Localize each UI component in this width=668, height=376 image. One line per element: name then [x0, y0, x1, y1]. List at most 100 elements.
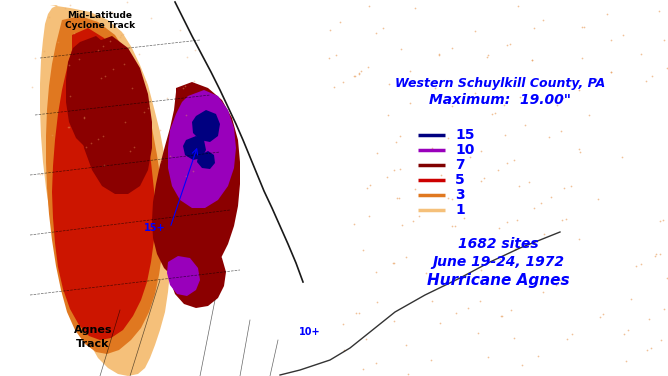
Point: [536, 200, 546, 206]
Point: [362, 185, 373, 191]
Point: [363, 64, 373, 70]
Point: [537, 289, 548, 295]
Polygon shape: [52, 28, 155, 340]
Point: [64, 2, 75, 8]
Point: [443, 195, 454, 201]
Point: [372, 150, 383, 156]
Point: [178, 85, 189, 91]
Point: [558, 185, 569, 191]
Text: Cyclone Track: Cyclone Track: [65, 21, 135, 30]
Point: [546, 194, 556, 200]
Point: [558, 96, 568, 102]
Point: [337, 321, 348, 327]
Point: [396, 46, 407, 52]
Text: 7: 7: [455, 158, 465, 172]
Point: [473, 330, 484, 336]
Polygon shape: [183, 136, 206, 160]
Point: [382, 112, 393, 118]
Point: [647, 73, 658, 79]
Point: [526, 56, 537, 62]
Text: Maximum:  19.00": Maximum: 19.00": [429, 93, 571, 107]
Point: [641, 78, 652, 84]
Point: [92, 47, 103, 53]
Point: [79, 115, 90, 121]
Point: [423, 208, 434, 214]
Text: 1682 sites: 1682 sites: [458, 237, 538, 251]
Point: [401, 342, 411, 348]
Point: [91, 17, 102, 23]
Point: [653, 8, 664, 14]
Point: [388, 167, 399, 173]
Point: [387, 259, 398, 265]
Point: [621, 358, 631, 364]
Point: [410, 186, 421, 192]
Point: [595, 314, 605, 320]
Point: [358, 366, 369, 372]
Point: [510, 246, 520, 252]
Text: June 19-24, 1972: June 19-24, 1972: [432, 255, 564, 269]
Point: [189, 78, 200, 84]
Point: [44, 14, 55, 20]
Point: [512, 217, 522, 223]
Point: [636, 261, 647, 267]
Text: 3: 3: [455, 188, 465, 202]
Polygon shape: [192, 110, 220, 142]
Point: [140, 78, 150, 84]
Point: [145, 15, 156, 21]
Point: [492, 167, 503, 173]
Point: [573, 236, 584, 242]
Point: [104, 38, 115, 44]
Point: [126, 85, 137, 91]
Point: [53, 39, 63, 45]
Point: [350, 310, 361, 316]
Point: [502, 42, 512, 48]
Point: [120, 118, 130, 124]
Point: [334, 20, 345, 26]
Polygon shape: [80, 36, 152, 194]
Point: [164, 153, 175, 159]
Point: [188, 168, 198, 174]
Point: [155, 159, 166, 165]
Point: [574, 88, 584, 94]
Point: [509, 335, 520, 341]
Point: [98, 42, 108, 49]
Point: [180, 112, 191, 118]
Point: [551, 282, 562, 288]
Point: [476, 148, 486, 154]
Point: [421, 270, 432, 276]
Point: [407, 218, 418, 224]
Point: [551, 102, 562, 108]
Point: [190, 47, 200, 53]
Point: [389, 317, 399, 323]
Point: [555, 277, 566, 283]
Text: 1: 1: [455, 203, 465, 217]
Point: [138, 109, 149, 115]
Point: [451, 309, 462, 315]
Point: [397, 222, 407, 228]
Point: [584, 112, 595, 118]
Point: [38, 48, 49, 54]
Point: [598, 311, 609, 317]
Point: [476, 178, 487, 184]
Point: [446, 103, 457, 109]
Point: [404, 100, 415, 106]
Point: [391, 139, 401, 145]
Point: [574, 149, 585, 155]
Point: [623, 327, 633, 333]
Point: [657, 217, 668, 223]
Point: [458, 98, 468, 104]
Point: [523, 179, 534, 185]
Point: [434, 52, 444, 58]
Point: [560, 216, 571, 222]
Point: [474, 298, 485, 304]
Point: [606, 68, 617, 74]
Point: [162, 95, 172, 101]
Polygon shape: [197, 151, 215, 169]
Point: [447, 223, 458, 229]
Point: [63, 124, 73, 130]
Point: [574, 146, 584, 152]
Point: [619, 331, 629, 337]
Point: [482, 53, 493, 59]
Point: [181, 173, 192, 179]
Point: [354, 70, 365, 76]
